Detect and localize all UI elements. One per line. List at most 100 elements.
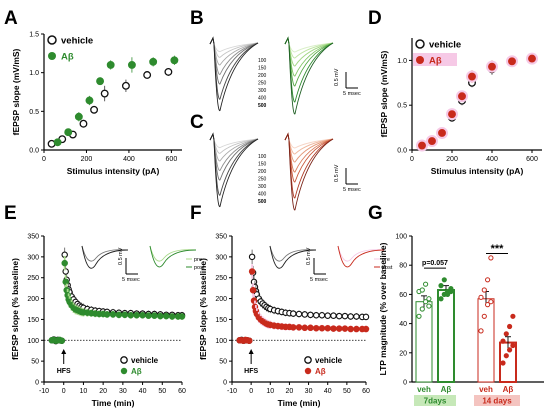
panel-G-datapoint: [500, 338, 506, 344]
panel-F-point-abeta: [353, 325, 360, 333]
panel-E-point-abeta: [157, 312, 164, 320]
panel-F-point-abeta: [347, 325, 354, 333]
panel-F-point-abeta: [295, 324, 303, 331]
panel-F-x-tick-label: -10: [227, 388, 237, 395]
panel-E-legend-vehicle: vehicle: [131, 356, 159, 365]
panel-B-trace-vehicle: [209, 36, 259, 66]
panel-F-legend-abeta: Aβ: [315, 367, 326, 376]
panel-F-hfs-label: HFS: [244, 368, 258, 375]
panel-E-inset-scale-ms: 5 msec: [122, 277, 140, 283]
panel-D-x-tick-label: 600: [526, 156, 538, 163]
panel-F-inset-legend-pre: pre: [382, 257, 390, 263]
panel-D-legend-abeta: Aβ: [429, 56, 442, 67]
panel-F-ylabel: fEPSP slope (% baseline): [198, 258, 208, 360]
panel-E-point-abeta: [151, 312, 158, 319]
panel-G-datapoint: [419, 306, 425, 312]
panel-C-intensity-label: 150: [258, 162, 267, 168]
panel-G-datapoint: [510, 313, 516, 319]
panel-B-intensity-label: 100: [258, 58, 267, 64]
panel-E-legend-vehicle-marker: [120, 356, 128, 364]
panel-F-point-abeta: [290, 324, 297, 331]
panel-A-point-vehicle: [121, 81, 130, 90]
panel-E-inset2-trace-pre: [149, 245, 197, 262]
panel-D-ylabel: fEPSP slope (mV/mS): [379, 50, 389, 137]
panel-E-x-tick-label: 60: [178, 388, 186, 395]
panel-G-datapoint: [478, 294, 484, 300]
panel-G-bar: [415, 301, 433, 383]
panel-A-point-abeta: [127, 60, 136, 69]
panel-D-point-abeta: [488, 62, 496, 71]
panel-D-point-abeta: [448, 110, 456, 119]
panel-F-point-vehicle: [301, 311, 308, 318]
panel-E-ylabel: fEPSP slope (% baseline): [10, 258, 20, 360]
panel-E-y-tick-label: 200: [27, 296, 39, 303]
panel-label-F: F: [190, 203, 202, 224]
panel-D-x-tick-label: 400: [486, 156, 498, 163]
panel-F-point-vehicle: [353, 313, 360, 320]
panel-E-point-abeta: [168, 313, 176, 320]
panel-G-y-tick-label: 60: [399, 292, 407, 299]
panel-B-intensity-label: 200: [258, 73, 267, 79]
panel-A-x-tick-label: 200: [81, 156, 93, 163]
panel-A-point-abeta: [96, 77, 105, 86]
panel-B-trace-abeta: [284, 36, 334, 115]
panel-G-y-tick-label: 40: [399, 321, 407, 328]
panel-G-y-tick-label: 80: [399, 263, 407, 270]
panel-G-datapoint: [423, 281, 429, 287]
panel-F-point-vehicle: [362, 313, 370, 321]
panel-E-inset-trace-post: [81, 245, 129, 269]
panel-E-legend-abeta: Aβ: [131, 367, 142, 376]
panel-G-annotation-stars: ***: [491, 243, 505, 255]
panel-E-hfs-label: HFS: [57, 368, 71, 375]
panel-G-annotation-p: p=0.057: [422, 260, 448, 267]
panel-A-point-abeta: [74, 112, 83, 121]
panel-G-category-label: Aβ: [503, 385, 514, 394]
panel-F-x-tick-label: 20: [286, 388, 294, 395]
panel-G-bar: [437, 289, 455, 383]
panel-G-datapoint: [438, 283, 444, 289]
panel-F-y-tick-label: 350: [215, 234, 227, 241]
panel-F-point-vehicle: [307, 311, 314, 319]
panel-G-y-tick-label: 100: [395, 234, 407, 241]
panel-G-datapoint: [478, 328, 484, 334]
panel-E-x-tick-label: 0: [62, 388, 66, 395]
panel-A-x-tick-label: 400: [123, 156, 135, 163]
panel-G-datapoint: [438, 296, 444, 302]
panel-F-x-tick-label: 30: [305, 388, 313, 395]
panel-E-point-abeta: [145, 312, 152, 319]
panel-G-group-band-14days: [474, 395, 520, 406]
panel-G-datapoint: [481, 287, 487, 293]
panel-E-point-abeta: [61, 259, 68, 267]
panel-E-x-tick-label: -10: [39, 388, 49, 395]
panel-A-point-vehicle: [79, 119, 88, 128]
panel-C-trace-vehicle: [209, 132, 259, 162]
panel-F-point-vehicle: [290, 310, 297, 317]
panel-F-point-vehicle: [335, 312, 343, 320]
panel-F-hfs-arrowhead: [248, 349, 254, 354]
panel-C-intensity-label: 400: [258, 192, 267, 198]
panel-G-category-label: veh: [479, 385, 493, 394]
panel-D-y-tick-label: 1.0: [397, 58, 407, 65]
panel-E-point-abeta: [109, 311, 117, 318]
panel-F-point-abeta: [301, 324, 308, 332]
panel-G-datapoint: [419, 287, 425, 293]
panel-B-intensity-label: 500: [258, 103, 267, 109]
panel-F-point-vehicle: [295, 310, 303, 318]
panel-G-ylabel: LTP magnitude (% over baseline): [378, 242, 388, 375]
panel-D-y-tick-label: 0.5: [397, 103, 407, 110]
panel-E-y-tick-label: 100: [27, 338, 39, 345]
panel-F-y-tick-label: 0: [223, 380, 227, 387]
panel-C-intensity-label: 100: [258, 154, 267, 160]
panel-G-category-label: veh: [417, 385, 431, 394]
panel-A-y-tick-label: 1.5: [29, 32, 39, 39]
panel-G-datapoint: [488, 299, 494, 305]
panel-C-trace-abeta: [284, 132, 334, 211]
panel-D-point-abeta: [418, 141, 426, 150]
panel-E-point-abeta: [115, 311, 123, 319]
panel-F-y-tick-label: 300: [215, 254, 227, 261]
panel-F-point-vehicle: [312, 312, 320, 319]
panel-G-datapoint: [423, 299, 429, 305]
panel-G-datapoint: [503, 353, 509, 359]
panel-G-category-label: Aβ: [441, 385, 452, 394]
panel-F-x-tick-label: 10: [266, 388, 274, 395]
